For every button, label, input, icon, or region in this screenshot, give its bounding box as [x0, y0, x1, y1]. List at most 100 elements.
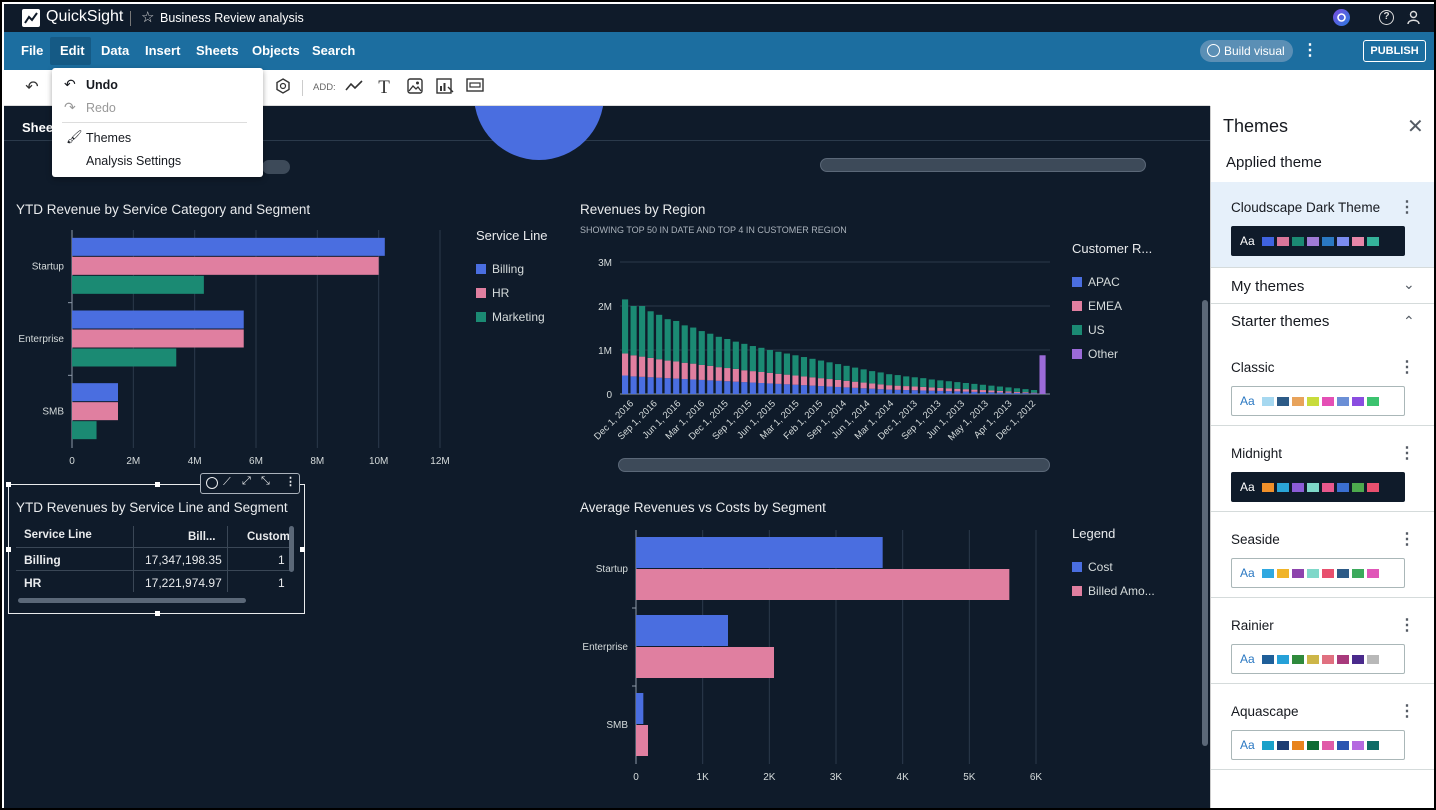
- theme-more-icon[interactable]: ⋮: [1399, 531, 1415, 548]
- chevron-down-icon[interactable]: ⌄: [1403, 276, 1415, 292]
- theme-more-icon[interactable]: ⋮: [1399, 617, 1415, 634]
- user-icon[interactable]: [1406, 10, 1421, 25]
- undo-icon[interactable]: ↶: [25, 79, 39, 96]
- insight-icon[interactable]: [206, 477, 218, 489]
- legend-item-apac[interactable]: APAC: [1072, 274, 1120, 290]
- menu-analysis-settings[interactable]: Analysis Settings: [86, 154, 182, 168]
- add-text-icon[interactable]: T: [378, 77, 390, 98]
- stacked-bar-apac: [928, 390, 935, 394]
- legend-item-cost[interactable]: Cost: [1072, 559, 1113, 575]
- resize-handle[interactable]: [155, 482, 160, 487]
- theme-font-sample: Aa: [1240, 738, 1255, 752]
- more-options-icon[interactable]: ⋮: [1302, 42, 1318, 59]
- legend-swatch: [476, 288, 486, 298]
- scrollbar-top-left[interactable]: [262, 160, 290, 174]
- table-row[interactable]: HR 17,221,974.97 1: [16, 571, 290, 594]
- theme-icon[interactable]: [273, 78, 293, 98]
- more-icon[interactable]: ⋮: [285, 476, 296, 488]
- canvas-vscrollbar[interactable]: [1202, 300, 1208, 746]
- scrollbar-top-right[interactable]: [820, 158, 1146, 172]
- legend-item-emea[interactable]: EMEA: [1072, 298, 1122, 314]
- quicksight-logo-icon[interactable]: [22, 9, 40, 27]
- analysis-name[interactable]: Business Review analysis: [160, 11, 304, 25]
- ytd-legend-title: Service Line: [476, 228, 548, 243]
- stacked-bar-emea: [852, 381, 859, 388]
- stacked-bar-apac: [826, 386, 833, 394]
- table-vscrollbar[interactable]: [289, 526, 294, 572]
- add-image-icon[interactable]: [405, 78, 425, 98]
- x-tick-label: 0: [633, 772, 639, 783]
- stacked-bar-us: [911, 377, 918, 387]
- format-icon[interactable]: ⟋: [223, 476, 231, 488]
- legend-item-billed[interactable]: Billed Amo...: [1072, 583, 1155, 599]
- theme-more-icon[interactable]: ⋮: [1399, 199, 1415, 216]
- help-icon[interactable]: ?: [1379, 10, 1394, 25]
- chevron-up-icon[interactable]: ⌃: [1403, 313, 1415, 329]
- starter-theme-card[interactable]: Aquascape ⋮ Aa: [1211, 684, 1434, 770]
- menu-sheets[interactable]: Sheets: [196, 43, 239, 58]
- region-scrollbar[interactable]: [618, 458, 1050, 472]
- menu-edit[interactable]: Edit: [60, 43, 85, 58]
- swap-icon[interactable]: ⤡: [261, 475, 270, 487]
- menu-themes[interactable]: Themes: [86, 131, 132, 145]
- stacked-bar-apac: [656, 377, 663, 394]
- legend-item-other[interactable]: Other: [1072, 346, 1118, 362]
- stacked-bar-emea: [792, 375, 799, 385]
- resize-handle[interactable]: [155, 611, 160, 616]
- starter-theme-card[interactable]: Rainier ⋮ Aa: [1211, 598, 1434, 684]
- menu-search[interactable]: Search: [312, 43, 356, 58]
- applied-theme-card[interactable]: Cloudscape Dark Theme ⋮ Aa: [1211, 182, 1434, 268]
- close-icon[interactable]: ✕: [1407, 116, 1424, 138]
- legend-item-billing[interactable]: Billing: [476, 261, 524, 277]
- legend-item-hr[interactable]: HR: [476, 285, 509, 301]
- theme-color-swatch: [1352, 741, 1364, 750]
- table-header-cell[interactable]: Service Line: [24, 529, 92, 541]
- table-hscrollbar[interactable]: [18, 598, 246, 603]
- legend-item-us[interactable]: US: [1072, 322, 1105, 338]
- stacked-bar-us: [639, 306, 646, 357]
- theme-color-swatch: [1262, 569, 1274, 578]
- table-header-cell[interactable]: Custom: [247, 531, 290, 543]
- expand-icon[interactable]: ⤢: [242, 475, 251, 487]
- stacked-bar-apac: [835, 386, 842, 394]
- legend-item-marketing[interactable]: Marketing: [476, 309, 545, 325]
- table-header-cell[interactable]: Bill...: [188, 531, 216, 543]
- starter-theme-card[interactable]: Classic ⋮ Aa: [1211, 340, 1434, 426]
- theme-more-icon[interactable]: ⋮: [1399, 703, 1415, 720]
- build-visual-button[interactable]: Build visual: [1200, 40, 1293, 62]
- starter-theme-card[interactable]: Midnight ⋮ Aa: [1211, 426, 1434, 512]
- table-visual-selected[interactable]: [6, 482, 305, 616]
- ytd-legend: Billing HR Marketing: [476, 261, 576, 341]
- menu-objects[interactable]: Objects: [252, 43, 300, 58]
- add-line-chart-icon[interactable]: [344, 78, 364, 98]
- legend-label: Marketing: [492, 310, 545, 324]
- stacked-bar-emea: [954, 388, 961, 392]
- add-embed-icon[interactable]: [465, 78, 485, 98]
- menu-undo[interactable]: Undo: [86, 78, 118, 92]
- publish-button[interactable]: PUBLISH: [1363, 40, 1426, 62]
- menu-insert[interactable]: Insert: [145, 43, 181, 58]
- assistant-icon[interactable]: [1333, 9, 1350, 26]
- starter-themes-header[interactable]: Starter themes ⌃: [1211, 304, 1434, 340]
- sheet-tab[interactable]: Sheet: [22, 120, 58, 135]
- star-icon[interactable]: ☆: [141, 9, 155, 26]
- my-themes-section[interactable]: My themes ⌄: [1211, 268, 1434, 304]
- app-title[interactable]: QuickSight: [46, 8, 124, 25]
- table-header-row: Service Line Bill... Custom: [16, 526, 290, 548]
- table-row[interactable]: Billing 17,347,198.35 1: [16, 548, 290, 571]
- add-insight-icon[interactable]: [435, 78, 455, 98]
- theme-more-icon[interactable]: ⋮: [1399, 445, 1415, 462]
- theme-color-swatch: [1367, 397, 1379, 406]
- starter-theme-card[interactable]: Seaside ⋮ Aa: [1211, 512, 1434, 598]
- resize-handle[interactable]: [6, 482, 11, 487]
- menu-file[interactable]: File: [21, 43, 44, 58]
- theme-more-icon[interactable]: ⋮: [1399, 359, 1415, 376]
- theme-color-swatch: [1337, 655, 1349, 664]
- theme-swatch-preview: Aa: [1231, 730, 1405, 760]
- resize-handle[interactable]: [6, 547, 11, 552]
- resize-handle[interactable]: [300, 547, 305, 552]
- build-visual-label: Build visual: [1224, 44, 1285, 58]
- menu-data[interactable]: Data: [101, 43, 130, 58]
- stacked-bar-emea: [894, 385, 901, 390]
